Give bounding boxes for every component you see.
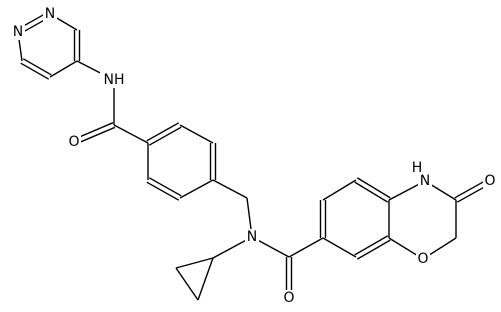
label-background: [245, 229, 259, 245]
double-bond: [356, 177, 391, 199]
atom-label: O: [283, 290, 294, 306]
atom-label: N: [420, 173, 430, 189]
bond: [212, 179, 248, 199]
label-background: [43, 6, 57, 22]
double-bond: [20, 62, 50, 80]
double-bond: [356, 239, 391, 260]
atom-label: O: [484, 173, 495, 189]
bond: [197, 257, 214, 301]
bond: [179, 124, 214, 144]
atom-label: O: [68, 134, 79, 150]
bond: [49, 60, 78, 78]
double-bond: [148, 177, 182, 197]
label-background: [100, 72, 128, 88]
double-bond: [74, 126, 116, 145]
bond: [322, 179, 357, 201]
double-bond: [354, 181, 389, 203]
bond: [179, 179, 214, 199]
atom-hydrogen: H: [412, 160, 423, 176]
double-bond: [148, 126, 182, 146]
atom-label: N: [247, 229, 257, 245]
double-bond: [146, 181, 180, 201]
atom-label: N: [45, 6, 55, 22]
bond: [322, 237, 357, 258]
bond: [113, 124, 149, 144]
label-background: [416, 251, 430, 267]
double-bond: [354, 235, 389, 256]
label-background: [11, 24, 25, 40]
atom-label: O: [417, 251, 428, 267]
bond: [175, 257, 214, 269]
atom-label: NH: [104, 72, 125, 88]
label-background: [282, 290, 296, 306]
double-bond: [22, 58, 52, 76]
label-background: [412, 161, 422, 175]
double-bond: [146, 122, 180, 142]
label-background: [418, 173, 432, 189]
label-background: [483, 173, 497, 189]
bond: [288, 237, 324, 258]
atom-label: N: [13, 24, 23, 40]
bond: [175, 267, 199, 301]
label-background: [67, 134, 81, 150]
